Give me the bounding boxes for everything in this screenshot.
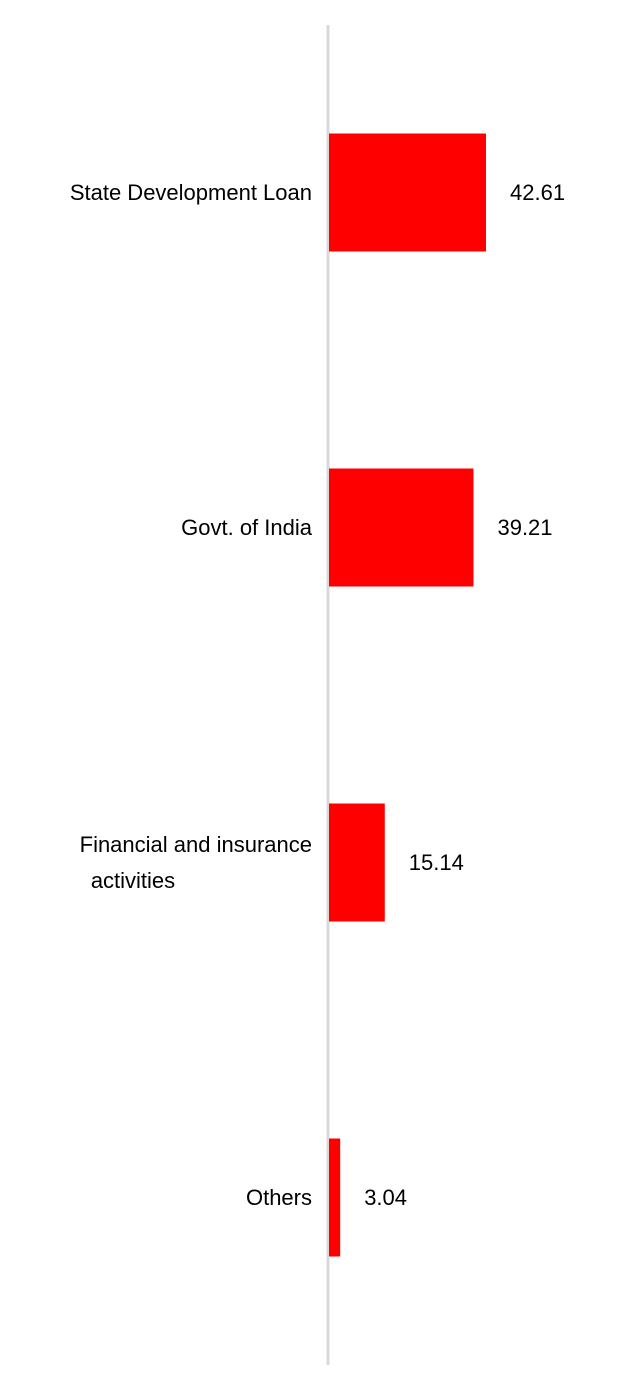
- bar: [329, 133, 486, 252]
- data-label: 42.61: [510, 180, 565, 205]
- bar: [329, 803, 385, 922]
- bar: [329, 468, 474, 587]
- data-label: 3.04: [364, 1185, 407, 1210]
- category-label: Others: [246, 1185, 312, 1210]
- data-label: 39.21: [497, 515, 552, 540]
- category-label: Financial and insurance: [80, 832, 312, 857]
- category-label: Govt. of India: [181, 515, 313, 540]
- category-label: activities: [91, 868, 175, 893]
- category-label: State Development Loan: [70, 180, 312, 205]
- bar: [329, 1138, 341, 1257]
- data-label: 15.14: [409, 850, 464, 875]
